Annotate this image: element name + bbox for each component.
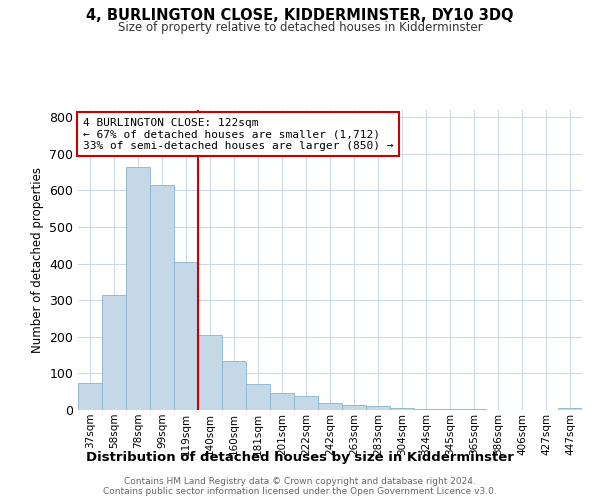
Bar	[270, 393, 294, 410]
Text: Distribution of detached houses by size in Kidderminster: Distribution of detached houses by size …	[86, 451, 514, 464]
Bar	[558, 408, 582, 410]
Text: Contains public sector information licensed under the Open Government Licence v3: Contains public sector information licen…	[103, 486, 497, 496]
Text: Size of property relative to detached houses in Kidderminster: Size of property relative to detached ho…	[118, 21, 482, 34]
Bar	[390, 408, 414, 410]
Text: 4, BURLINGTON CLOSE, KIDDERMINSTER, DY10 3DQ: 4, BURLINGTON CLOSE, KIDDERMINSTER, DY10…	[86, 8, 514, 22]
Y-axis label: Number of detached properties: Number of detached properties	[31, 167, 44, 353]
Bar	[78, 382, 102, 410]
Text: Contains HM Land Registry data © Crown copyright and database right 2024.: Contains HM Land Registry data © Crown c…	[124, 476, 476, 486]
Bar	[246, 384, 270, 410]
Bar	[438, 409, 462, 410]
Bar	[198, 335, 222, 410]
Bar	[174, 262, 198, 410]
Bar	[126, 166, 150, 410]
Bar	[294, 396, 318, 410]
Bar	[318, 402, 342, 410]
Bar	[342, 404, 366, 410]
Text: 4 BURLINGTON CLOSE: 122sqm
← 67% of detached houses are smaller (1,712)
33% of s: 4 BURLINGTON CLOSE: 122sqm ← 67% of deta…	[83, 118, 394, 150]
Bar	[366, 406, 390, 410]
Bar	[414, 409, 438, 410]
Bar	[150, 185, 174, 410]
Bar	[222, 360, 246, 410]
Bar	[102, 295, 126, 410]
